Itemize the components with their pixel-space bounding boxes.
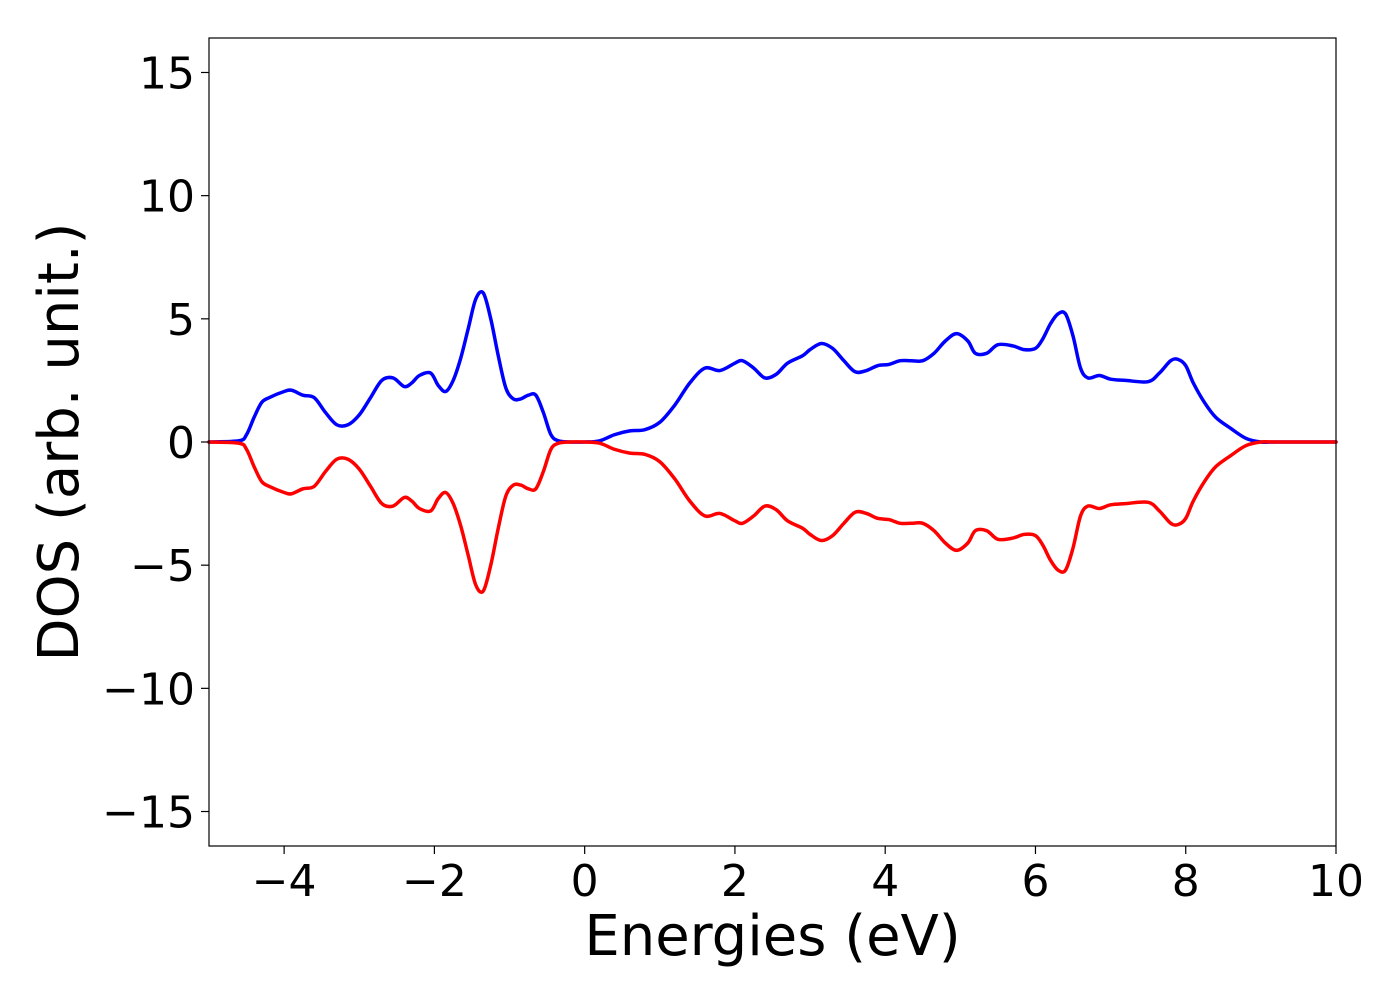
series-layer xyxy=(207,289,1338,595)
x-tick-label: 10 xyxy=(1308,856,1364,907)
series-line-spin-up xyxy=(207,289,1338,445)
y-axis-label: DOS (arb. unit.) xyxy=(27,222,92,661)
x-tick-label: −2 xyxy=(402,856,467,907)
y-tick-label: −5 xyxy=(130,541,195,592)
y-tick-label: 10 xyxy=(139,172,195,223)
x-tick-label: 8 xyxy=(1172,856,1200,907)
x-axis-label: Energies (eV) xyxy=(584,904,960,969)
x-tick-label: 0 xyxy=(571,856,599,907)
y-tick-label: 15 xyxy=(139,48,195,99)
x-tick-label: 2 xyxy=(721,856,749,907)
plot-frame xyxy=(208,37,1337,847)
x-tick-label: −4 xyxy=(252,856,317,907)
y-axis-ticks: −15 −10 −5 0 5 10 15 xyxy=(102,48,209,839)
x-tick-label: 6 xyxy=(1021,856,1049,907)
series-line-spin-down xyxy=(207,439,1338,595)
y-tick-label: 0 xyxy=(167,418,195,469)
y-tick-label: 5 xyxy=(167,295,195,346)
y-tick-label: −15 xyxy=(102,788,195,839)
y-tick-label: −10 xyxy=(102,664,195,715)
x-axis-ticks: −4 −2 0 2 4 6 8 10 xyxy=(252,846,1364,907)
x-tick-label: 4 xyxy=(871,856,899,907)
